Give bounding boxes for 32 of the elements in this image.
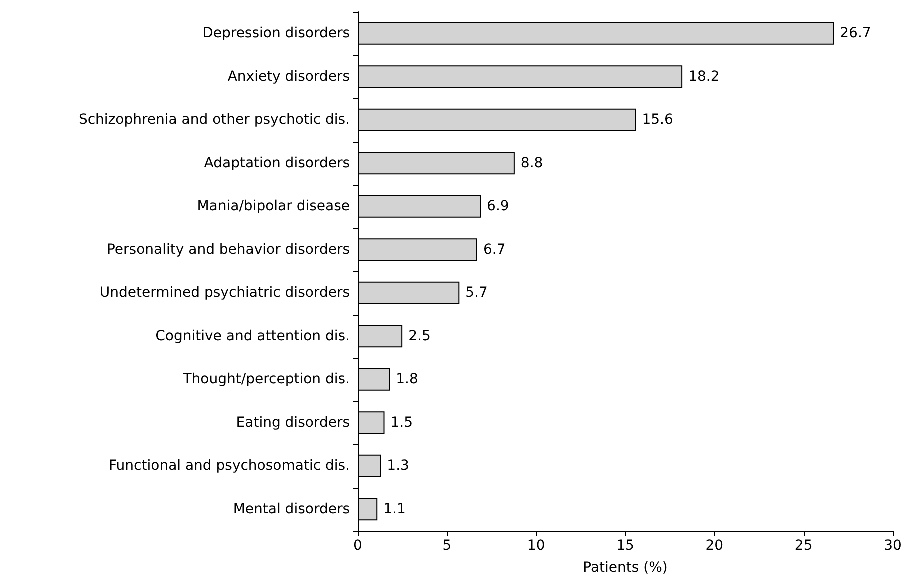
x-tick-label: 10 bbox=[527, 538, 546, 554]
x-tick-label: 30 bbox=[884, 538, 902, 554]
data-label: 8.8 bbox=[520, 155, 544, 172]
x-tick-label: 0 bbox=[354, 538, 362, 554]
y-tick-label: Mental disorders bbox=[233, 501, 350, 518]
x-tick-label: 20 bbox=[706, 538, 724, 554]
x-axis-title: Patients (%) bbox=[583, 560, 668, 576]
x-tick-label: 25 bbox=[794, 538, 813, 554]
data-label: 6.7 bbox=[483, 242, 506, 258]
y-tick-label: Functional and psychosomatic dis. bbox=[109, 458, 350, 474]
y-tick-label: Mania/bipolar disease bbox=[197, 198, 350, 215]
y-tick-label: Cognitive and attention dis. bbox=[156, 328, 350, 344]
data-label: 1.8 bbox=[396, 372, 418, 388]
y-tick-label: Thought/perception dis. bbox=[182, 372, 350, 388]
data-label: 15.6 bbox=[642, 112, 674, 128]
y-tick-label: Personality and behavior disorders bbox=[106, 242, 350, 258]
data-label: 1.1 bbox=[384, 501, 406, 518]
y-tick-label: Depression disorders bbox=[202, 26, 350, 42]
data-label: 6.9 bbox=[487, 198, 510, 215]
y-tick-label: Anxiety disorders bbox=[228, 68, 350, 85]
data-label: 26.7 bbox=[840, 26, 872, 42]
data-label: 1.5 bbox=[390, 414, 414, 431]
data-label: 5.7 bbox=[466, 285, 488, 302]
data-label: 1.3 bbox=[387, 458, 410, 474]
data-label: 18.2 bbox=[688, 68, 720, 85]
y-tick-label: Adaptation disorders bbox=[204, 155, 350, 172]
y-tick-label: Undetermined psychiatric disorders bbox=[100, 285, 350, 302]
y-tick-label: Schizophrenia and other psychotic dis. bbox=[78, 112, 350, 128]
data-label: 2.5 bbox=[408, 328, 431, 344]
x-tick-label: 5 bbox=[442, 538, 452, 554]
y-tick-label: Eating disorders bbox=[236, 414, 350, 431]
x-tick-label: 15 bbox=[616, 538, 634, 554]
